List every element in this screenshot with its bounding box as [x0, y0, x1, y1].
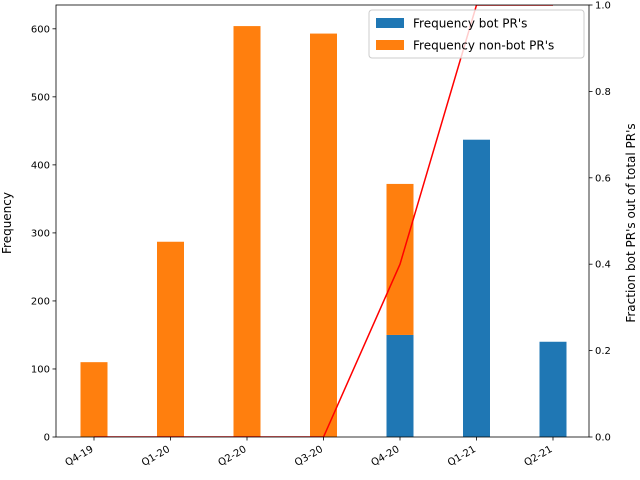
y-tick-label-left: 100	[31, 364, 50, 375]
bar-bot-q2-21	[539, 341, 567, 437]
y-tick-label-left: 200	[31, 296, 50, 307]
x-tick-label-q4-19: Q4-19	[64, 444, 96, 469]
y-tick-label-left: 600	[31, 24, 50, 35]
legend-label-bot: Frequency bot PR's	[413, 17, 527, 31]
y-tick-label-left: 300	[31, 228, 50, 239]
y-tick-label-left: 0	[44, 433, 50, 444]
y-tick-label-right: 0.6	[595, 173, 611, 184]
bar-non-bot-q2-20	[233, 26, 261, 438]
bar-bot-q1-21	[463, 139, 490, 437]
legend-swatch-bot	[376, 18, 404, 28]
y-tick-label-left: 500	[31, 92, 50, 103]
bar-non-bot-q1-20	[157, 241, 184, 437]
x-tick-label-q3-20: Q3-20	[293, 444, 325, 469]
x-tick-label-q1-20: Q1-20	[140, 444, 172, 469]
bar-bot-q4-20	[386, 334, 414, 437]
bar-non-bot-q4-19	[80, 362, 108, 437]
legend-swatch-non-bot	[376, 40, 404, 50]
y-tick-label-right: 1.0	[595, 1, 611, 12]
y-axis-label-left: Frequency	[0, 192, 14, 254]
legend-box	[368, 9, 585, 59]
y-tick-label-right: 0.2	[595, 346, 611, 357]
x-tick-label-q4-20: Q4-20	[370, 444, 402, 469]
bar-non-bot-q4-20	[386, 183, 414, 335]
bar-non-bot-q3-20	[310, 33, 337, 437]
plot-frame	[55, 4, 590, 438]
legend-label-non-bot: Frequency non-bot PR's	[413, 39, 554, 53]
bars-group	[80, 26, 567, 438]
y-tick-label-right: 0.0	[595, 433, 611, 444]
x-tick-label-q2-21: Q2-21	[523, 444, 555, 469]
legend: Frequency bot PR's Frequency non-bot PR's	[368, 9, 585, 59]
y-axis-label-right: Fraction bot PR's out of total PR's	[624, 123, 638, 322]
y-tick-label-right: 0.4	[595, 260, 611, 271]
y-tick-label-left: 400	[31, 160, 50, 171]
y-tick-label-right: 0.8	[595, 87, 611, 98]
x-tick-label-q1-21: Q1-21	[446, 444, 478, 469]
x-tick-label-q2-20: Q2-20	[217, 444, 249, 469]
